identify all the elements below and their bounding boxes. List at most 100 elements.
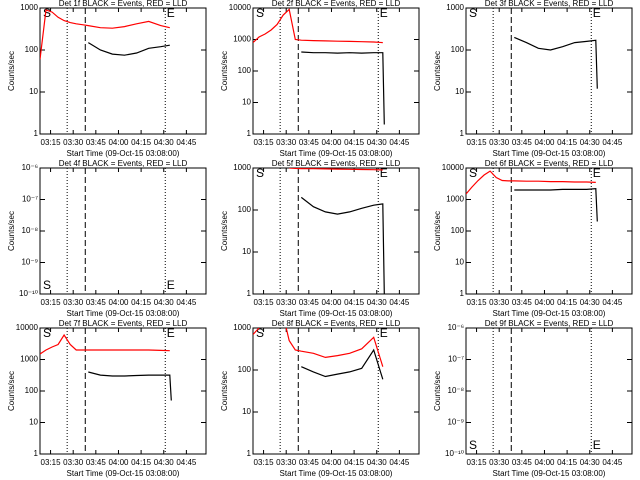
y-tick-label: 100 [451,226,465,235]
x-tick-label: 03:45 [299,138,320,147]
x-tick-label: 04:45 [602,298,623,307]
chart-title: Det 9f BLACK = Events, RED = LLD [485,319,614,328]
x-tick-label: 04:00 [321,458,342,467]
y-tick-label: 10 [455,87,464,96]
annotation: S [43,6,51,20]
x-tick-label: 04:00 [108,298,129,307]
y-axis-label: Counts/sec [433,51,442,91]
x-tick-label: 03:45 [86,458,107,467]
y-tick-label: 10000 [229,3,252,12]
y-tick-label: 1000 [233,35,251,44]
x-axis-label: Start Time (09-Oct-15 03:08:00) [493,309,606,318]
x-axis-label: Start Time (09-Oct-15 03:08:00) [67,149,180,158]
x-tick-label: 03:15 [254,458,275,467]
y-tick-label: 1000 [233,163,251,172]
x-tick-label: 03:45 [86,138,107,147]
data-line [514,36,598,89]
x-axis-label: Start Time (09-Oct-15 03:08:00) [493,469,606,478]
panel: Det 9f BLACK = Events, RED = LLD Start Ti… [433,319,633,478]
annotation: S [256,326,264,340]
y-tick-label: 1 [247,129,252,138]
x-tick-label: 03:45 [299,298,320,307]
annotation: E [593,6,601,20]
panel: Det 4f BLACK = Events, RED = LLD Start Ti… [7,159,207,318]
annotation: E [380,166,388,180]
x-tick-label: 03:30 [276,138,297,147]
y-tick-label: 10 [242,407,251,416]
y-tick-label: 10⁻¹⁰ [19,289,38,298]
x-axis-label: Start Time (09-Oct-15 03:08:00) [280,149,393,158]
x-tick-label: 04:45 [389,458,410,467]
chart-title: Det 8f BLACK = Events, RED = LLD [272,319,401,328]
y-tick-label: 10⁻⁶ [22,163,38,172]
y-tick-label: 1 [247,289,252,298]
y-tick-label: 10 [242,247,251,256]
data-line [300,196,385,294]
y-tick-label: 100 [451,45,465,54]
y-axis-label: Counts/sec [220,51,229,91]
y-tick-label: 10 [242,98,251,107]
x-tick-label: 04:15 [557,138,578,147]
y-tick-label: 1 [34,449,39,458]
y-axis-label: Counts/sec [7,211,16,251]
x-tick-label: 04:15 [344,298,365,307]
y-tick-label: 1 [247,449,252,458]
data-line [466,170,596,195]
y-axis-label: Counts/sec [220,371,229,411]
x-tick-label: 04:30 [154,298,175,307]
annotation: S [43,278,51,292]
y-tick-label: 10000 [16,323,39,332]
x-tick-label: 04:15 [344,138,365,147]
x-tick-label: 04:45 [389,298,410,307]
y-tick-label: 10⁻⁷ [22,195,38,204]
x-tick-label: 04:00 [534,138,555,147]
y-tick-label: 1 [460,129,465,138]
data-line [87,42,170,56]
data-line [253,328,384,367]
chart-title: Det 2f BLACK = Events, RED = LLD [272,0,401,8]
plot-frame [39,327,207,455]
x-tick-label: 03:45 [512,138,533,147]
y-axis-label: Counts/sec [433,371,442,411]
y-tick-label: 1000 [233,323,251,332]
data-line [253,8,383,44]
x-tick-label: 04:45 [176,458,197,467]
x-tick-label: 03:15 [467,458,488,467]
x-tick-label: 04:30 [367,298,388,307]
x-axis-label: Start Time (09-Oct-15 03:08:00) [280,309,393,318]
x-tick-label: 04:45 [176,138,197,147]
annotation: E [593,166,601,180]
chart-title: Det 4f BLACK = Events, RED = LLD [59,159,188,168]
x-tick-label: 03:30 [63,298,84,307]
x-tick-label: 04:15 [344,458,365,467]
x-tick-label: 04:45 [602,458,623,467]
x-axis-label: Start Time (09-Oct-15 03:08:00) [280,469,393,478]
y-tick-label: 10⁻⁹ [21,258,38,267]
y-tick-label: 10⁻⁷ [448,355,464,364]
x-tick-label: 04:15 [557,298,578,307]
y-axis-label: Counts/sec [7,371,16,411]
annotation: S [469,438,477,452]
y-tick-label: 10⁻⁸ [22,226,39,235]
x-tick-label: 03:30 [276,458,297,467]
annotation: S [256,6,264,20]
panel: Det 1f BLACK = Events, RED = LLD Start Ti… [7,0,207,158]
y-tick-label: 100 [25,386,39,395]
y-tick-label: 1000 [446,195,464,204]
y-tick-label: 10⁻⁸ [448,386,465,395]
y-axis-label: Counts/sec [433,211,442,251]
x-tick-label: 04:30 [367,138,388,147]
panel: Det 6f BLACK = Events, RED = LLD Start Ti… [433,159,633,318]
chart-title: Det 1f BLACK = Events, RED = LLD [59,0,188,8]
chart-title: Det 3f BLACK = Events, RED = LLD [485,0,614,8]
plot-frame [39,167,207,295]
annotation: E [380,326,388,340]
y-tick-label: 10⁻⁹ [447,418,464,427]
data-line [40,333,170,355]
x-tick-label: 04:15 [557,458,578,467]
plot-frame [252,167,420,295]
y-tick-label: 100 [238,66,252,75]
x-tick-label: 03:30 [489,138,510,147]
x-tick-label: 03:15 [41,458,62,467]
